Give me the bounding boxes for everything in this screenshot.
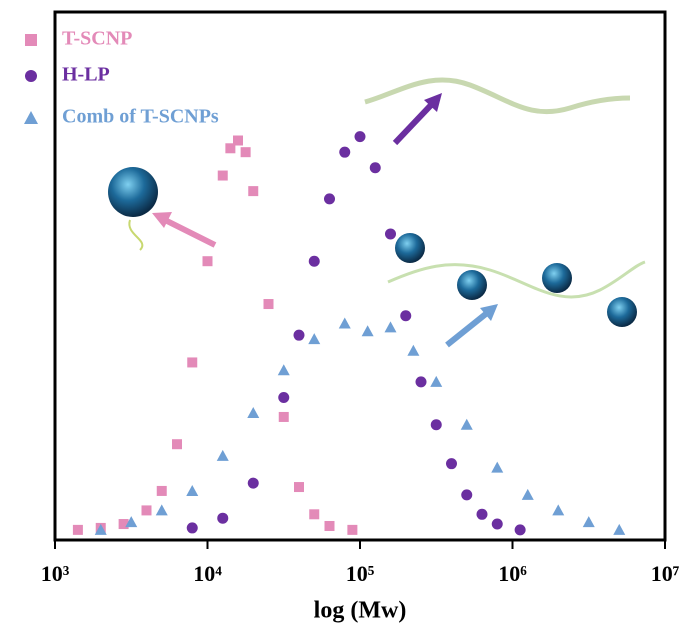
marker (94, 523, 107, 535)
legend-label: Comb of T-SCNPs (62, 106, 219, 128)
nanoparticle (542, 263, 572, 293)
marker (384, 228, 396, 240)
x-tick-label: 10⁶ (498, 561, 527, 586)
arrow (392, 101, 435, 146)
marker (294, 482, 305, 493)
marker (430, 375, 443, 387)
marker (415, 376, 427, 388)
marker (233, 135, 244, 146)
marker (491, 461, 504, 473)
marker (263, 299, 274, 310)
marker (72, 524, 83, 535)
marker (247, 407, 260, 419)
nanoparticle (457, 270, 487, 300)
legend-marker (25, 70, 37, 82)
marker (141, 505, 152, 516)
marker (361, 325, 374, 337)
x-tick-label: 10⁷ (651, 561, 680, 586)
marker (430, 419, 442, 431)
marker (248, 186, 259, 197)
marker (445, 458, 457, 470)
marker (400, 310, 412, 322)
marker (155, 504, 168, 516)
marker (354, 131, 366, 143)
legend-label: H-LP (62, 64, 110, 86)
marker (514, 524, 526, 536)
tail (128, 219, 144, 251)
marker (613, 523, 626, 535)
arrow-head (152, 212, 172, 228)
marker (476, 508, 488, 520)
marker (347, 524, 358, 535)
chain (364, 77, 631, 115)
marker (278, 411, 289, 422)
marker (172, 439, 183, 450)
marker (186, 522, 198, 534)
marker (125, 516, 138, 528)
marker (216, 449, 229, 461)
arrow (163, 217, 217, 248)
marker (339, 146, 351, 158)
marker (521, 488, 534, 500)
marker (552, 504, 565, 516)
marker (240, 147, 251, 158)
legend-marker (25, 34, 37, 46)
marker (338, 317, 351, 329)
x-tick-label: 10⁵ (346, 561, 375, 586)
marker (118, 519, 129, 530)
x-axis-label: log (Mw) (314, 598, 407, 624)
marker (247, 477, 259, 489)
legend-label: T-SCNP (62, 28, 132, 50)
marker (324, 520, 335, 531)
marker (225, 143, 236, 154)
marker (461, 489, 473, 501)
nanoparticle (607, 297, 637, 327)
marker (308, 333, 321, 345)
arrow-head (480, 304, 498, 321)
marker (293, 329, 305, 341)
marker (582, 516, 595, 528)
marker (202, 256, 213, 267)
chain (387, 260, 646, 299)
illustration (108, 77, 646, 348)
marker (156, 485, 167, 496)
marker (460, 418, 473, 430)
marker (217, 170, 228, 181)
nanoparticle (108, 167, 158, 217)
marker (324, 193, 336, 205)
marker (278, 391, 290, 403)
marker (407, 344, 420, 356)
marker (384, 321, 397, 333)
marker (309, 509, 320, 520)
x-tick-label: 10⁴ (193, 561, 222, 586)
marker (217, 512, 229, 524)
x-tick-label: 10³ (41, 561, 70, 586)
nanoparticle (395, 233, 425, 263)
arrow-head (424, 93, 442, 112)
marker (277, 364, 290, 376)
plot-frame (53, 10, 667, 542)
marker (186, 484, 199, 496)
legend-marker (24, 111, 38, 124)
arrow (445, 310, 489, 348)
marker (369, 162, 381, 174)
marker (491, 518, 503, 530)
marker (187, 357, 198, 368)
marker (308, 255, 320, 267)
